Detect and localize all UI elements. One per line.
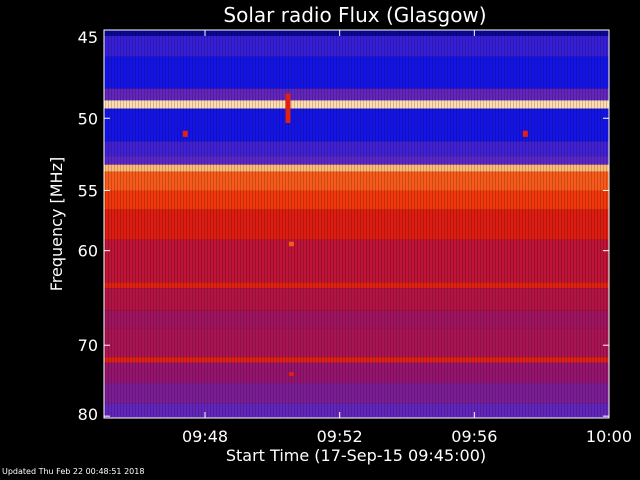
burst-features [182,93,528,376]
y-tick-label: 80 [78,405,98,424]
x-tick-label: 09:56 [451,427,497,446]
y-tick-label: 50 [78,109,98,128]
burst-mark [182,130,188,137]
x-tick-label: 09:52 [317,427,363,446]
burst-mark [522,130,528,137]
burst-mark [285,93,291,123]
x-axis-label: Start Time (17-Sep-15 09:45:00) [226,446,486,465]
y-tick-label: 60 [78,242,98,261]
plot-frame [103,29,610,419]
burst-mark [288,372,294,376]
y-tick-label: 55 [78,181,98,200]
y-tick-label: 70 [78,336,98,355]
x-tick-label: 09:48 [182,427,228,446]
burst-mark [288,241,294,247]
y-axis: 45 50 55 60 70 80 [78,28,609,424]
chart-title: Solar radio Flux (Glasgow) [223,3,486,27]
texture-overlay [104,30,609,418]
y-axis-label: Frequency [MHz] [47,157,66,291]
update-timestamp: Updated Thu Feb 22 00:48:51 2018 [2,467,145,476]
x-axis: 09:48 09:52 09:56 10:00 [182,30,632,446]
plot-area [104,30,609,418]
x-tick-label: 10:00 [586,427,632,446]
y-tick-label: 45 [78,28,98,47]
